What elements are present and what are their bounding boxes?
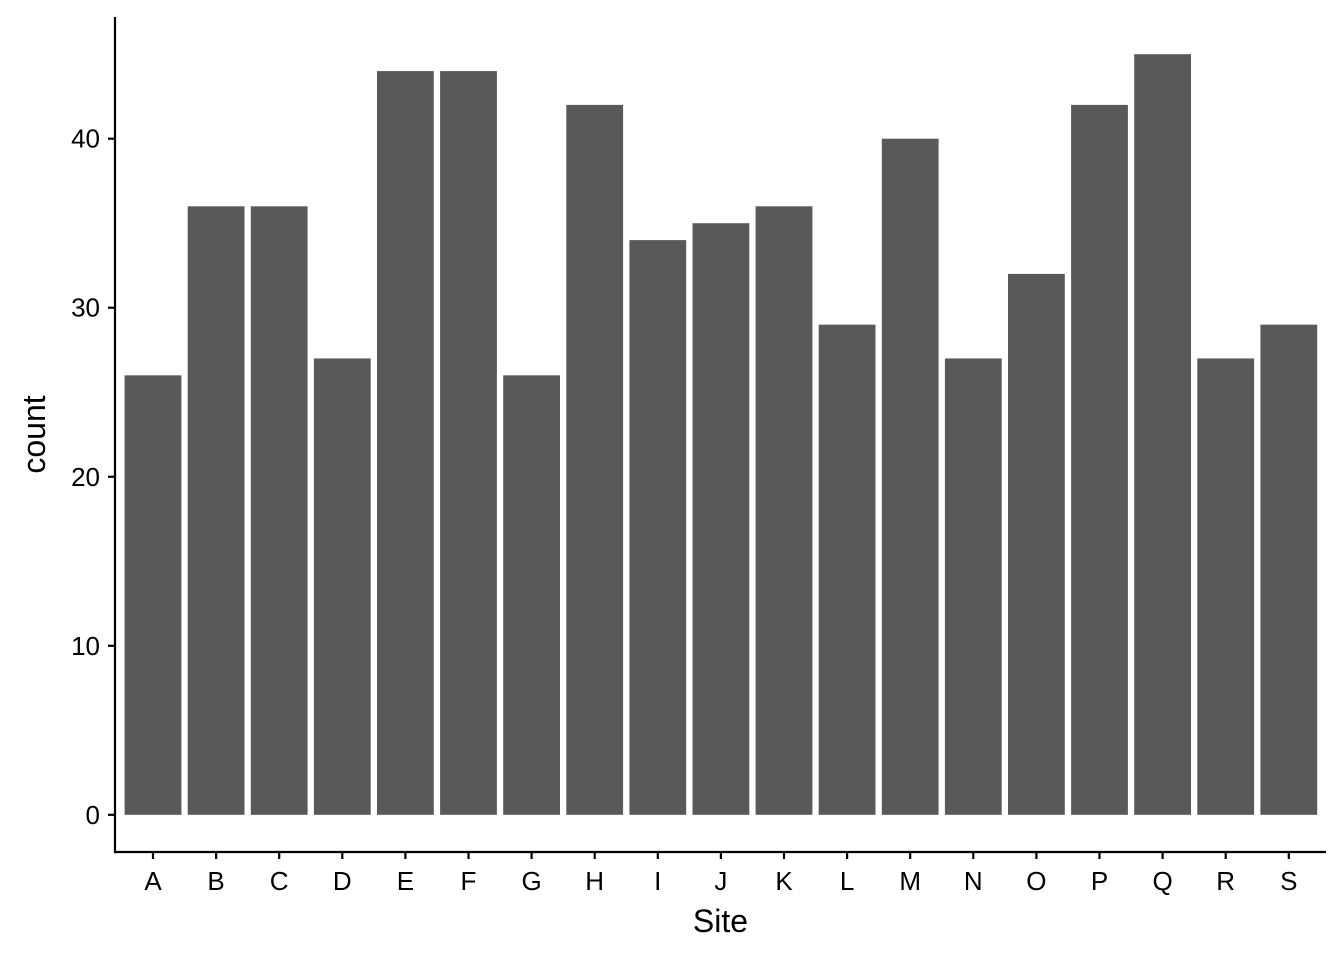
bar-P [1071,104,1128,815]
x-tick-label-L: L [840,866,854,896]
y-tick-label-30: 30 [71,293,100,323]
y-tick-label-20: 20 [71,462,100,492]
x-tick-label-S: S [1280,866,1297,896]
bar-M [881,138,939,815]
bar-G [503,375,560,815]
bar-O [1008,273,1065,815]
x-tick-label-Q: Q [1152,866,1172,896]
bar-Q [1134,54,1191,815]
y-tick-label-40: 40 [71,124,100,154]
x-tick-label-G: G [521,866,541,896]
bar-E [377,71,434,815]
x-tick-label-K: K [775,866,793,896]
bar-F [440,71,497,815]
bar-A [124,375,182,815]
x-tick-label-A: A [144,866,162,896]
x-tick-label-P: P [1091,866,1108,896]
bar-D [313,358,371,815]
x-tick-label-M: M [899,866,921,896]
bar-B [187,206,245,815]
bar-C [250,206,308,815]
x-tick-label-J: J [714,866,727,896]
bars-layer [124,54,1318,815]
y-tick-label-10: 10 [71,631,100,661]
x-axis-ticks: A B C D E F G H I J K L M N O P Q R S [144,852,1297,896]
bar-L [818,324,876,815]
x-tick-label-R: R [1216,866,1235,896]
x-tick-label-I: I [654,866,661,896]
bar-K [755,206,813,815]
bar-H [566,104,624,815]
y-axis-ticks: 0 10 20 30 40 [71,124,115,830]
x-tick-label-B: B [207,866,224,896]
bar-S [1260,324,1318,815]
bar-I [629,240,687,815]
bar-J [692,223,750,815]
x-tick-label-D: D [333,866,352,896]
x-tick-label-H: H [585,866,604,896]
x-axis-title: Site [693,903,748,939]
bar-R [1197,358,1255,815]
y-axis-title: count [16,395,52,473]
x-tick-label-E: E [397,866,414,896]
x-tick-label-N: N [964,866,983,896]
x-tick-label-F: F [461,866,477,896]
bar-N [944,358,1002,815]
x-tick-label-O: O [1026,866,1046,896]
x-tick-label-C: C [270,866,289,896]
y-tick-label-0: 0 [86,800,100,830]
